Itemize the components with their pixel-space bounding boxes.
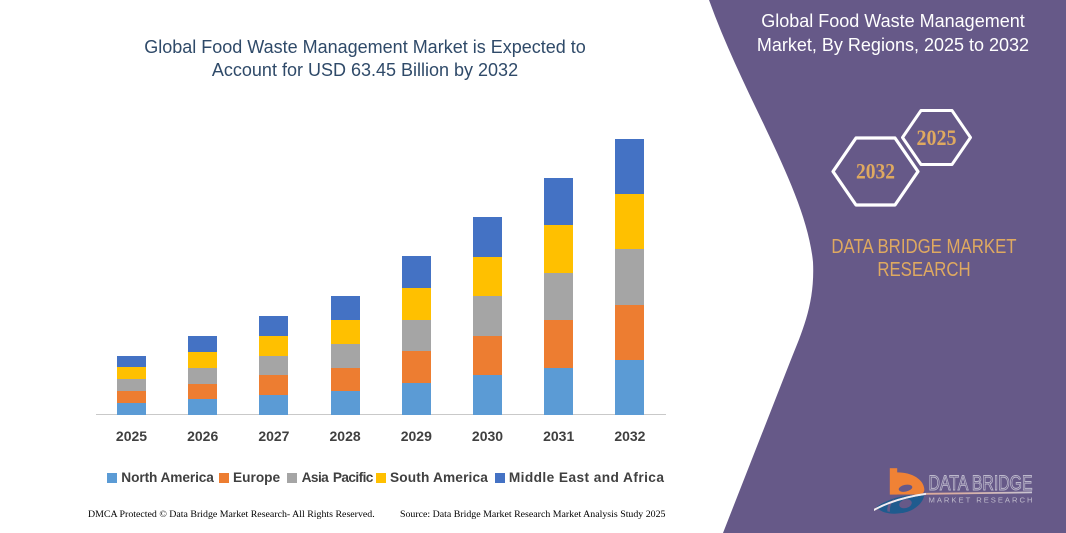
svg-text:MARKET RESEARCH: MARKET RESEARCH bbox=[929, 495, 1035, 504]
svg-text:2025: 2025 bbox=[917, 125, 957, 150]
svg-text:2032: 2032 bbox=[856, 159, 895, 184]
svg-text:DATA BRIDGE: DATA BRIDGE bbox=[929, 471, 1033, 495]
